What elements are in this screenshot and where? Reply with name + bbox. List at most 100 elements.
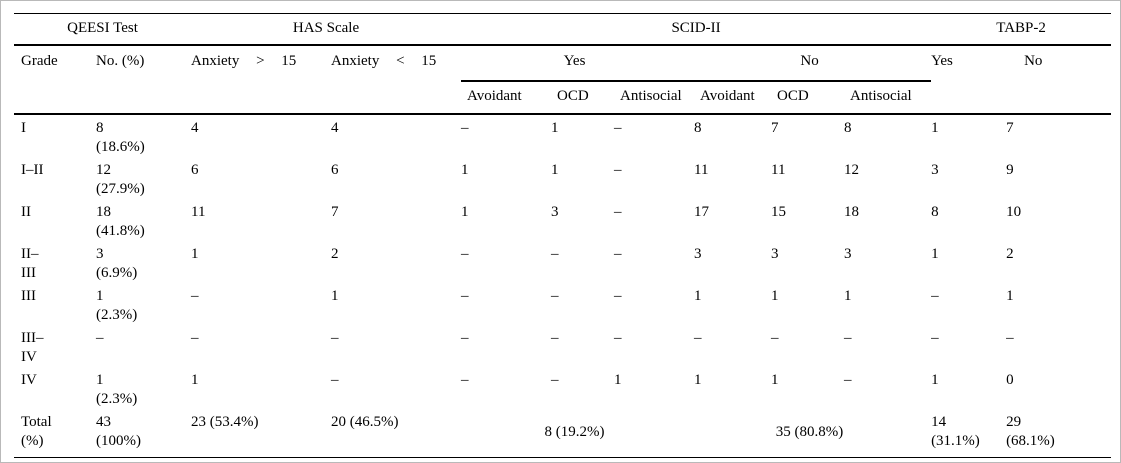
cell-anxiety-lt: 1: [331, 288, 339, 304]
group-header-row: QEESI Test HAS Scale SCID-II TABP-2: [14, 13, 1112, 46]
cell-tabp-yes: 1: [931, 120, 939, 136]
cell-tabp-yes: –: [931, 330, 939, 346]
cell-yes-antisocial: –: [614, 120, 622, 136]
cell-tabp-yes: 3: [931, 162, 939, 178]
cell-grade: I: [21, 120, 26, 136]
cell-no-pct: 18 (41.8%): [96, 204, 145, 239]
cell-yes-antisocial: –: [614, 330, 622, 346]
cell-anxiety-lt: –: [331, 372, 339, 388]
cell-anxiety-lt: 6: [331, 162, 339, 178]
table-row: II 18 (41.8%) 11 7 1 3 – 17 15 18 8 10: [14, 199, 1111, 241]
column-header-anxiety-gt-15: Anxiety > 15: [191, 45, 332, 115]
cell-grade: IV: [21, 372, 37, 388]
table-footer: Total (%) 43 (100%) 23 (53.4%) 20 (46.5%…: [14, 409, 1112, 458]
cell-yes-ocd: –: [551, 330, 559, 346]
table-row: I–II 12 (27.9%) 6 6 1 1 – 11 11 12 3 9: [14, 157, 1111, 199]
group-header-tabp: TABP-2: [931, 13, 1112, 46]
column-header-row: Grade No. (%) Anxiety > 15 Anxiety < 15 …: [14, 45, 1112, 115]
cell-yes-avoidant: –: [461, 120, 469, 136]
cell-yes-avoidant: –: [461, 288, 469, 304]
table-body: I 8 (18.6%) 4 4 – 1 – 8 7 8 1 7 I–II 12 …: [14, 114, 1111, 409]
cell-no-pct: 3 (6.9%): [96, 246, 138, 281]
cell-grade: I–II: [21, 162, 44, 178]
cell-no-pct: –: [96, 330, 104, 346]
cell-grade: III: [21, 288, 36, 304]
cell-anxiety-gt: –: [191, 288, 199, 304]
cell-no-antisocial: 12: [844, 162, 860, 178]
cell-yes-antisocial: –: [614, 288, 622, 304]
sub-header-yes-avoidant: Avoidant: [461, 81, 552, 115]
cell-yes-ocd: –: [551, 288, 559, 304]
cell-no-ocd: 1: [771, 372, 779, 388]
cell-yes-avoidant: 1: [461, 204, 469, 220]
scid-yes-group-header: Yes: [461, 45, 695, 82]
cell-tabp-yes: –: [931, 288, 939, 304]
cell-yes-antisocial: –: [614, 246, 622, 262]
cell-no-antisocial: –: [844, 330, 852, 346]
sub-header-yes-antisocial: Antisocial: [614, 81, 695, 115]
table-row: II– III 3 (6.9%) 1 2 – – – 3 3 3 1 2: [14, 241, 1111, 283]
cell-anxiety-gt: 4: [191, 120, 199, 136]
table-row: III– IV – – – – – – – – – – –: [14, 325, 1111, 367]
cell-anxiety-gt: 23 (53.4%): [191, 409, 332, 458]
cell-no-ocd: 1: [771, 288, 779, 304]
group-header-has: HAS Scale: [191, 13, 462, 46]
cell-yes-antisocial: 1: [614, 372, 622, 388]
cell-yes-ocd: –: [551, 372, 559, 388]
cell-yes-avoidant: –: [461, 246, 469, 262]
cell-yes-antisocial: –: [614, 204, 622, 220]
cell-no-ocd: 3: [771, 246, 779, 262]
cell-no-avoidant: 1: [694, 288, 702, 304]
cell-yes-ocd: 1: [551, 162, 559, 178]
cell-no-ocd: 15: [771, 204, 787, 220]
table-row: III 1 (2.3%) – 1 – – – 1 1 1 – 1: [14, 283, 1111, 325]
tabp-no-header: No: [1006, 45, 1112, 115]
cell-yes-avoidant: –: [461, 330, 469, 346]
cell-anxiety-gt: 1: [191, 246, 199, 262]
sub-header-yes-ocd: OCD: [551, 81, 615, 115]
cell-no-avoidant: 17: [694, 204, 710, 220]
cell-tabp-no: 29 (68.1%): [1006, 409, 1112, 458]
cell-grade: II– III: [21, 246, 39, 281]
cell-no-pct: 1 (2.3%): [96, 288, 138, 323]
cell-no-pct: 43 (100%): [96, 409, 192, 458]
cell-tabp-no: 9: [1006, 162, 1014, 178]
cell-no-pct: 12 (27.9%): [96, 162, 145, 197]
table-row: I 8 (18.6%) 4 4 – 1 – 8 7 8 1 7: [14, 114, 1111, 157]
group-header-scid: SCID-II: [461, 13, 932, 46]
cell-scid-yes-total: 8 (19.2%): [461, 409, 695, 458]
cell-no-ocd: 7: [771, 120, 779, 136]
table-row: IV 1 (2.3%) 1 – – – 1 1 1 – 1 0: [14, 367, 1111, 409]
table-header: QEESI Test HAS Scale SCID-II TABP-2 Grad…: [14, 13, 1112, 115]
cell-anxiety-lt: 20 (46.5%): [331, 409, 462, 458]
cell-anxiety-lt: 4: [331, 120, 339, 136]
scid-no-group-header: No: [694, 45, 932, 82]
cell-tabp-no: 1: [1006, 288, 1014, 304]
cell-no-pct: 1 (2.3%): [96, 372, 138, 407]
cell-no-antisocial: 8: [844, 120, 852, 136]
column-header-no-pct: No. (%): [96, 45, 192, 115]
cell-anxiety-gt: 11: [191, 204, 206, 220]
cell-yes-ocd: –: [551, 246, 559, 262]
cell-tabp-no: 0: [1006, 372, 1014, 388]
cell-no-antisocial: 18: [844, 204, 860, 220]
cell-yes-avoidant: 1: [461, 162, 469, 178]
cell-tabp-no: –: [1006, 330, 1014, 346]
sub-header-row: Avoidant OCD Antisocial Avoidant OCD Ant…: [14, 81, 1111, 115]
sub-header-no-avoidant: Avoidant: [694, 81, 772, 115]
cell-anxiety-lt: 7: [331, 204, 339, 220]
group-header-qeesi: QEESI Test: [14, 13, 192, 46]
cell-yes-antisocial: –: [614, 162, 622, 178]
cell-grade: III– IV: [21, 330, 44, 365]
cell-anxiety-gt: –: [191, 330, 199, 346]
cell-yes-avoidant: –: [461, 372, 469, 388]
cell-no-avoidant: 1: [694, 372, 702, 388]
cell-tabp-yes: 8: [931, 204, 939, 220]
cell-yes-ocd: 1: [551, 120, 559, 136]
total-row: Total (%) 43 (100%) 23 (53.4%) 20 (46.5%…: [14, 409, 1112, 458]
cell-tabp-no: 7: [1006, 120, 1014, 136]
cell-anxiety-gt: 1: [191, 372, 199, 388]
sub-header-no-ocd: OCD: [771, 81, 845, 115]
sub-header-no-antisocial: Antisocial: [844, 81, 932, 115]
